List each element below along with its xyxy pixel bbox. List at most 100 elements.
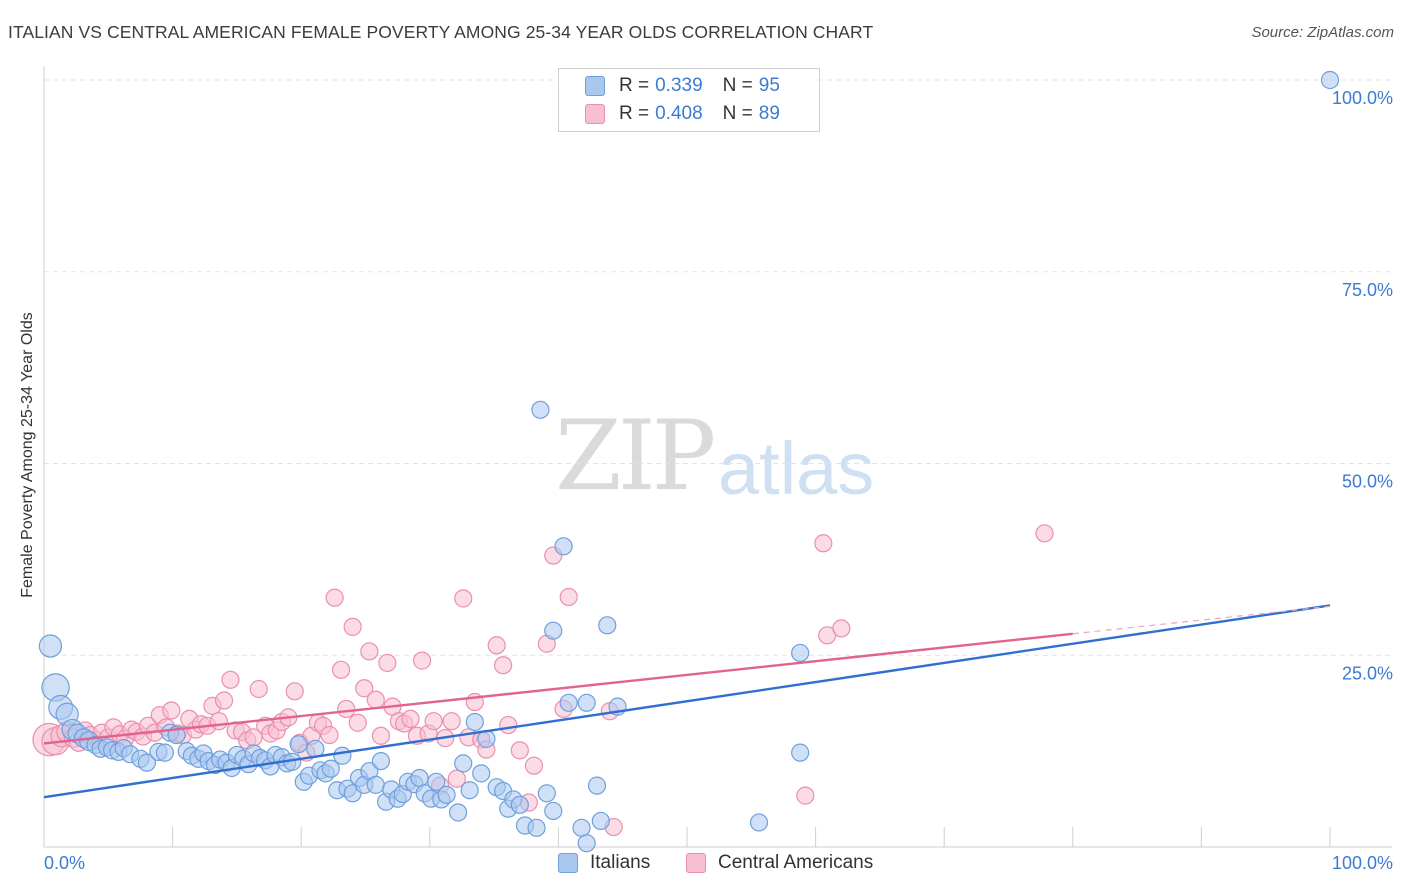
central-american-point	[814, 534, 833, 553]
legend-row-italians: R = 0.339 N = 95	[585, 74, 780, 98]
y-tick-label: 50.0%	[1342, 472, 1393, 492]
watermark-atlas: atlas	[718, 427, 875, 510]
italian-point	[289, 735, 308, 754]
italian-point	[510, 795, 529, 814]
italian-point	[544, 801, 563, 821]
italians-legend-label: Italians	[590, 852, 651, 873]
central-american-point	[320, 725, 339, 745]
x-tick-label: 0.0%	[44, 853, 85, 873]
central-american-point	[337, 699, 356, 719]
central-american-point	[371, 726, 391, 745]
central-american-point	[366, 690, 385, 709]
central-american-point	[348, 713, 367, 732]
italians-trend-line	[43, 604, 1331, 799]
central-american-point	[832, 619, 851, 638]
axes	[43, 66, 1392, 848]
watermark-zip: ZIP	[555, 400, 716, 512]
italian-point	[598, 616, 617, 635]
central-american-point	[360, 642, 379, 661]
series-legend: Italians Central Americans	[0, 852, 1406, 878]
central-american-point	[499, 715, 518, 735]
y-tick-label: 100.0%	[1332, 88, 1393, 108]
central-american-point	[494, 656, 513, 675]
central-american-point	[209, 712, 228, 731]
source-credit: Source: ZipAtlas.com	[1251, 24, 1394, 41]
central-american-point	[325, 588, 344, 607]
central-american-point	[559, 587, 578, 607]
central-american-point	[487, 636, 506, 655]
y-axis-label: Female Poverty Among 25-34 Year Olds	[19, 312, 36, 598]
r-label: R =	[619, 103, 650, 124]
central-american-point	[510, 741, 529, 760]
italian-point	[591, 811, 610, 831]
italian-point	[333, 746, 352, 765]
correlation-legend: R = 0.339 N = 95 R = 0.408 N = 89	[558, 68, 820, 132]
central-american-point	[249, 679, 268, 699]
y-tick-label: 75.0%	[1342, 280, 1393, 300]
central-americans-trend-line	[43, 632, 1073, 745]
italian-point	[371, 751, 391, 771]
central-american-point	[424, 712, 443, 731]
central-american-point	[524, 756, 544, 775]
central-swatch	[585, 104, 605, 124]
italian-point	[448, 803, 468, 822]
gridlines	[44, 79, 1392, 656]
italian-point	[544, 621, 563, 640]
n-label: N =	[722, 103, 753, 124]
italian-point	[38, 634, 63, 658]
italian-point	[537, 784, 556, 803]
italians-legend-swatch	[558, 853, 578, 873]
central-n-value: 89	[758, 103, 780, 124]
italian-point	[559, 693, 578, 712]
italian-point	[791, 743, 810, 762]
italian-point	[155, 743, 174, 762]
italians-n-value: 95	[758, 75, 780, 96]
central-american-point	[378, 653, 397, 673]
italian-point	[577, 834, 596, 853]
central-americans-points	[32, 524, 1054, 837]
x-tick-label: 100.0%	[1332, 853, 1393, 873]
central-legend-swatch	[686, 853, 706, 873]
central-american-point	[412, 651, 432, 670]
italians-r-value: 0.339	[655, 75, 703, 96]
central-american-point	[214, 691, 234, 710]
italian-point	[454, 754, 473, 773]
italian-point	[465, 712, 484, 732]
italian-point	[577, 693, 596, 712]
italian-point	[410, 768, 429, 788]
y-tick-label: 25.0%	[1342, 663, 1393, 683]
italian-point	[572, 818, 591, 837]
italian-point	[554, 537, 573, 556]
legend-row-central: R = 0.408 N = 89	[585, 102, 780, 126]
r-label: R =	[619, 75, 650, 96]
central-r-value: 0.408	[655, 103, 703, 124]
central-american-point	[401, 709, 420, 729]
italian-point	[321, 759, 340, 778]
italians-swatch	[585, 76, 605, 96]
central-american-point	[285, 682, 304, 701]
central-american-point	[162, 701, 181, 720]
tick-labels: 25.0% 50.0% 75.0% 100.0% 0.0% 100.0%	[44, 88, 1393, 873]
italian-point	[749, 813, 769, 832]
central-american-point	[442, 712, 461, 731]
central-american-point	[454, 589, 473, 608]
central-american-point	[796, 786, 815, 805]
central-american-point	[221, 670, 240, 689]
italian-point	[531, 400, 550, 419]
chart-title: ITALIAN VS CENTRAL AMERICAN FEMALE POVER…	[8, 22, 874, 42]
italian-point	[527, 818, 546, 837]
central-american-point	[1035, 524, 1054, 543]
italian-point	[137, 753, 156, 772]
italian-point	[437, 785, 456, 804]
italian-point	[587, 776, 607, 795]
trend-lines	[43, 604, 1331, 799]
legend-item-italians[interactable]: Italians	[558, 852, 650, 874]
central-legend-label: Central Americans	[718, 852, 874, 873]
central-american-point	[331, 660, 351, 679]
italian-point	[1320, 70, 1340, 90]
central-american-point	[447, 769, 466, 788]
legend-item-central[interactable]: Central Americans	[686, 852, 873, 874]
italian-point	[460, 781, 479, 800]
italian-point	[472, 764, 491, 783]
